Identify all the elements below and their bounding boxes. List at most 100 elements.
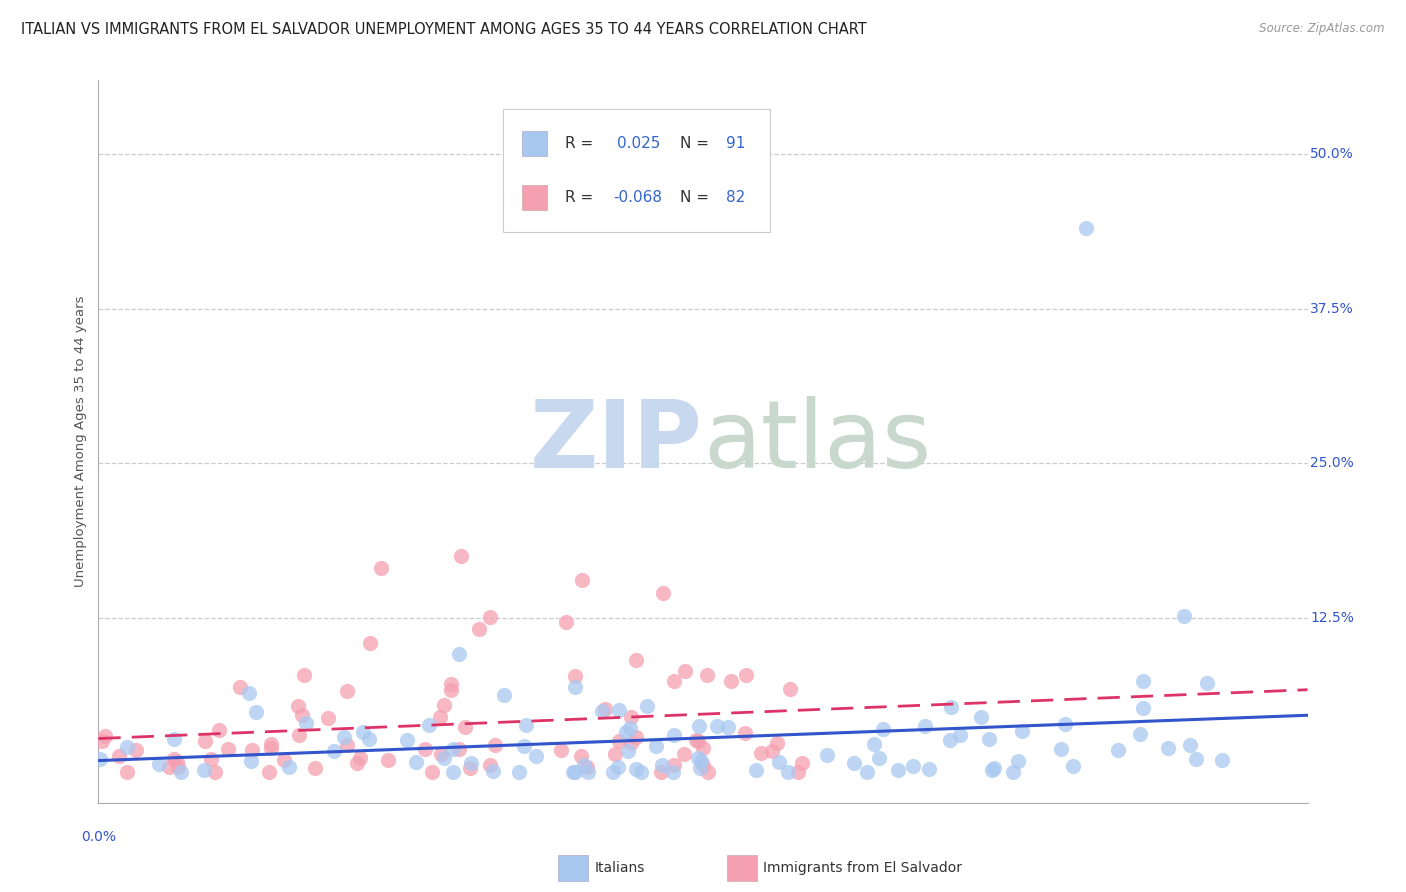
- Point: [779, 681, 801, 696]
- Point: [304, 761, 326, 775]
- Point: [564, 680, 586, 694]
- Text: 0.0%: 0.0%: [82, 830, 115, 844]
- Point: [441, 742, 464, 756]
- Point: [689, 754, 711, 768]
- Point: [524, 748, 547, 763]
- Bar: [522, 185, 547, 211]
- Point: [787, 764, 810, 779]
- Point: [868, 751, 890, 765]
- Point: [157, 759, 180, 773]
- Point: [260, 737, 283, 751]
- Point: [508, 764, 530, 779]
- Text: 50.0%: 50.0%: [1310, 147, 1354, 161]
- Point: [229, 680, 252, 694]
- Point: [1053, 717, 1076, 731]
- Point: [620, 736, 643, 750]
- Point: [1107, 742, 1129, 756]
- Point: [115, 739, 138, 754]
- Point: [238, 686, 260, 700]
- Point: [692, 741, 714, 756]
- Point: [468, 622, 491, 636]
- Point: [208, 723, 231, 738]
- Text: Italians: Italians: [595, 861, 644, 875]
- Point: [115, 764, 138, 779]
- Point: [204, 764, 226, 779]
- Point: [170, 764, 193, 779]
- Point: [862, 737, 884, 751]
- Point: [405, 755, 427, 769]
- Point: [662, 758, 685, 772]
- Point: [576, 764, 599, 779]
- Point: [162, 752, 184, 766]
- Point: [441, 764, 464, 779]
- Point: [291, 708, 314, 723]
- Point: [273, 753, 295, 767]
- Point: [607, 703, 630, 717]
- Point: [245, 705, 267, 719]
- Point: [294, 715, 316, 730]
- Point: [624, 730, 647, 744]
- Point: [650, 764, 672, 779]
- Point: [983, 761, 1005, 775]
- Point: [591, 704, 613, 718]
- Point: [619, 721, 641, 735]
- Point: [620, 710, 643, 724]
- Point: [692, 758, 714, 772]
- Point: [977, 731, 1000, 746]
- Point: [914, 719, 936, 733]
- Point: [1062, 759, 1084, 773]
- Point: [938, 733, 960, 747]
- Point: [89, 752, 111, 766]
- Text: ITALIAN VS IMMIGRANTS FROM EL SALVADOR UNEMPLOYMENT AMONG AGES 35 TO 44 YEARS CO: ITALIAN VS IMMIGRANTS FROM EL SALVADOR U…: [21, 22, 868, 37]
- Text: ZIP: ZIP: [530, 395, 703, 488]
- Point: [550, 742, 572, 756]
- Point: [292, 668, 315, 682]
- Point: [478, 609, 501, 624]
- Point: [200, 752, 222, 766]
- Point: [482, 764, 505, 778]
- Point: [673, 664, 696, 678]
- Point: [651, 586, 673, 600]
- Point: [167, 759, 190, 773]
- Text: Source: ZipAtlas.com: Source: ZipAtlas.com: [1260, 22, 1385, 36]
- Point: [1185, 752, 1208, 766]
- FancyBboxPatch shape: [503, 109, 769, 232]
- Point: [429, 710, 451, 724]
- Point: [661, 764, 683, 779]
- Text: -0.068: -0.068: [613, 190, 662, 205]
- Text: N =: N =: [681, 190, 714, 205]
- Point: [125, 743, 148, 757]
- Point: [513, 739, 536, 754]
- Point: [706, 719, 728, 733]
- Point: [259, 764, 281, 779]
- Point: [240, 743, 263, 757]
- Point: [148, 756, 170, 771]
- Point: [395, 733, 418, 747]
- Text: 91: 91: [725, 136, 745, 151]
- Point: [377, 753, 399, 767]
- Point: [287, 728, 309, 742]
- Y-axis label: Unemployment Among Ages 35 to 44 years: Unemployment Among Ages 35 to 44 years: [75, 296, 87, 587]
- Point: [449, 742, 471, 756]
- Point: [90, 734, 112, 748]
- Point: [1157, 740, 1180, 755]
- Point: [564, 669, 586, 683]
- Point: [939, 699, 962, 714]
- Point: [606, 760, 628, 774]
- Text: 12.5%: 12.5%: [1310, 610, 1354, 624]
- Point: [492, 689, 515, 703]
- Point: [346, 756, 368, 770]
- Point: [981, 764, 1004, 778]
- Point: [970, 710, 993, 724]
- Point: [636, 698, 658, 713]
- Point: [94, 729, 117, 743]
- Point: [790, 756, 813, 771]
- Point: [432, 751, 454, 765]
- Point: [685, 733, 707, 747]
- Point: [1129, 726, 1152, 740]
- Point: [449, 648, 471, 662]
- Point: [478, 758, 501, 772]
- Point: [688, 719, 710, 733]
- Point: [433, 698, 456, 712]
- Point: [624, 762, 647, 776]
